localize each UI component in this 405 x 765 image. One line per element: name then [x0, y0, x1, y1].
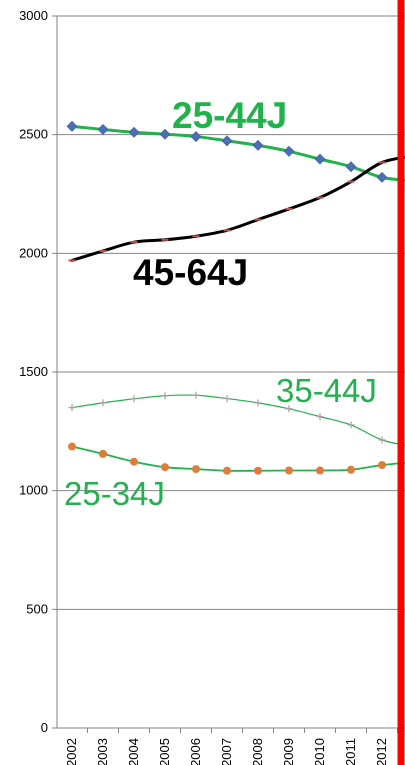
data-point-circle	[223, 466, 231, 475]
y-tick-label: 500	[26, 601, 48, 616]
x-tick-label: 2012	[374, 738, 389, 765]
data-point-plus	[378, 436, 386, 444]
series-name-label: 25-44J	[172, 95, 287, 136]
data-point-diamond	[345, 161, 357, 173]
x-tick-label: 2002	[64, 738, 79, 765]
data-point-circle	[254, 466, 262, 475]
y-tick-label: 2000	[19, 245, 48, 260]
data-point-circle	[130, 457, 138, 466]
data-point-plus	[223, 395, 231, 403]
data-point-circle	[378, 461, 386, 470]
series-name-label: 25-34J	[64, 475, 165, 512]
data-point-circle	[161, 463, 169, 472]
data-point-diamond	[97, 124, 109, 135]
data-point-circle	[68, 442, 76, 451]
series-name-label: 45-64J	[133, 252, 248, 293]
data-point-plus	[192, 391, 200, 399]
y-tick-label: 1000	[19, 483, 48, 498]
data-point-circle	[99, 449, 107, 458]
data-point-plus	[316, 413, 324, 421]
data-point-circle	[316, 466, 324, 475]
data-point-diamond	[66, 120, 78, 132]
series-name-label: 35-44J	[276, 372, 377, 409]
data-point-plus	[254, 399, 262, 407]
y-tick-label: 1500	[19, 364, 48, 379]
data-point-diamond	[190, 131, 202, 142]
x-tick-label: 2011	[343, 738, 358, 765]
data-point-circle	[192, 465, 200, 474]
data-point-circle	[285, 466, 293, 475]
series-group	[66, 120, 405, 475]
x-tick-label: 2007	[219, 738, 234, 765]
data-point-plus	[347, 421, 355, 429]
data-point-plus	[161, 392, 169, 400]
data-point-diamond	[376, 171, 388, 183]
x-tick-label: 2005	[157, 738, 172, 765]
data-point-diamond	[283, 145, 295, 157]
data-point-plus	[130, 395, 138, 403]
axes: 0 500 1000 1500 2000 2500 3000 2002 2003 2004 2005…	[19, 8, 405, 765]
data-point-diamond	[159, 128, 171, 140]
data-point-plus	[285, 405, 293, 413]
y-tick-label: 0	[41, 720, 48, 735]
data-point-diamond	[314, 153, 326, 165]
data-point-diamond	[252, 139, 264, 151]
data-point-diamond	[128, 126, 140, 138]
data-point-diamond	[221, 135, 233, 147]
data-point-plus	[99, 399, 107, 407]
series-labels: 25-44J 45-64J 35-44J 25-34J	[64, 95, 377, 512]
gridlines	[57, 15, 405, 610]
x-tick-label: 2006	[188, 738, 203, 765]
y-tick-label: 2500	[19, 127, 48, 142]
data-point-circle	[347, 465, 355, 474]
x-tick-label: 2004	[126, 738, 141, 765]
y-tick-label: 3000	[19, 8, 48, 23]
data-point-plus	[68, 404, 76, 412]
x-tick-label: 2003	[95, 738, 110, 765]
x-tick-label: 2008	[250, 738, 265, 765]
x-tick-label: 2010	[312, 738, 327, 765]
x-tick-label: 2009	[281, 738, 296, 765]
